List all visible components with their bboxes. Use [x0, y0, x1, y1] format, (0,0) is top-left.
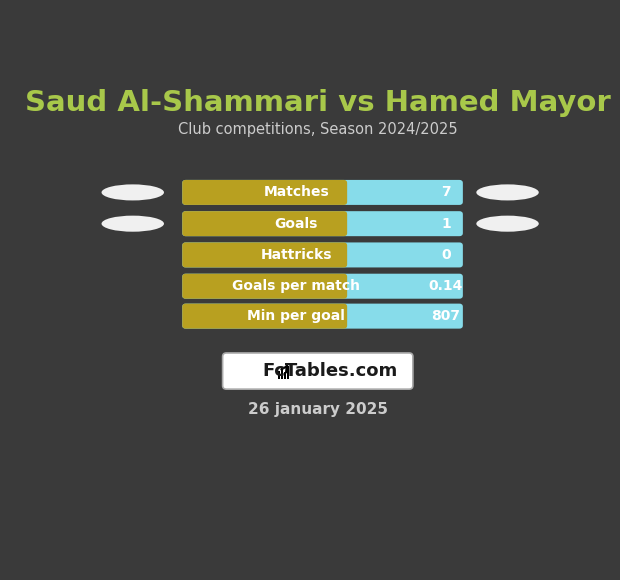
Text: Club competitions, Season 2024/2025: Club competitions, Season 2024/2025: [178, 122, 458, 137]
Ellipse shape: [102, 216, 164, 232]
FancyBboxPatch shape: [182, 211, 347, 236]
FancyBboxPatch shape: [339, 245, 345, 264]
FancyBboxPatch shape: [286, 366, 289, 379]
Text: Goals: Goals: [275, 217, 318, 231]
FancyBboxPatch shape: [182, 211, 463, 236]
FancyBboxPatch shape: [339, 214, 345, 233]
FancyBboxPatch shape: [339, 183, 345, 202]
FancyBboxPatch shape: [281, 368, 283, 379]
Text: Saud Al-Shammari vs Hamed Mayor: Saud Al-Shammari vs Hamed Mayor: [25, 89, 611, 117]
Text: 807: 807: [432, 309, 461, 323]
Text: FcTables.com: FcTables.com: [262, 362, 397, 380]
Text: 0.14: 0.14: [429, 279, 463, 293]
FancyBboxPatch shape: [182, 303, 347, 329]
Text: 26 january 2025: 26 january 2025: [248, 401, 388, 416]
FancyBboxPatch shape: [339, 277, 345, 296]
Text: 0: 0: [441, 248, 451, 262]
FancyBboxPatch shape: [182, 303, 463, 329]
Ellipse shape: [476, 184, 539, 201]
FancyBboxPatch shape: [182, 180, 347, 205]
FancyBboxPatch shape: [182, 274, 463, 299]
Ellipse shape: [102, 184, 164, 201]
Text: Matches: Matches: [264, 186, 329, 200]
Text: Goals per match: Goals per match: [232, 279, 360, 293]
FancyBboxPatch shape: [182, 242, 347, 267]
FancyBboxPatch shape: [223, 353, 413, 389]
FancyBboxPatch shape: [182, 242, 463, 267]
Text: 7: 7: [441, 186, 451, 200]
Text: Min per goal: Min per goal: [247, 309, 345, 323]
FancyBboxPatch shape: [182, 274, 347, 299]
Ellipse shape: [476, 216, 539, 232]
FancyBboxPatch shape: [278, 371, 280, 379]
FancyBboxPatch shape: [283, 372, 286, 379]
FancyBboxPatch shape: [339, 307, 345, 325]
Text: 1: 1: [441, 217, 451, 231]
Text: Hattricks: Hattricks: [260, 248, 332, 262]
FancyBboxPatch shape: [182, 180, 463, 205]
